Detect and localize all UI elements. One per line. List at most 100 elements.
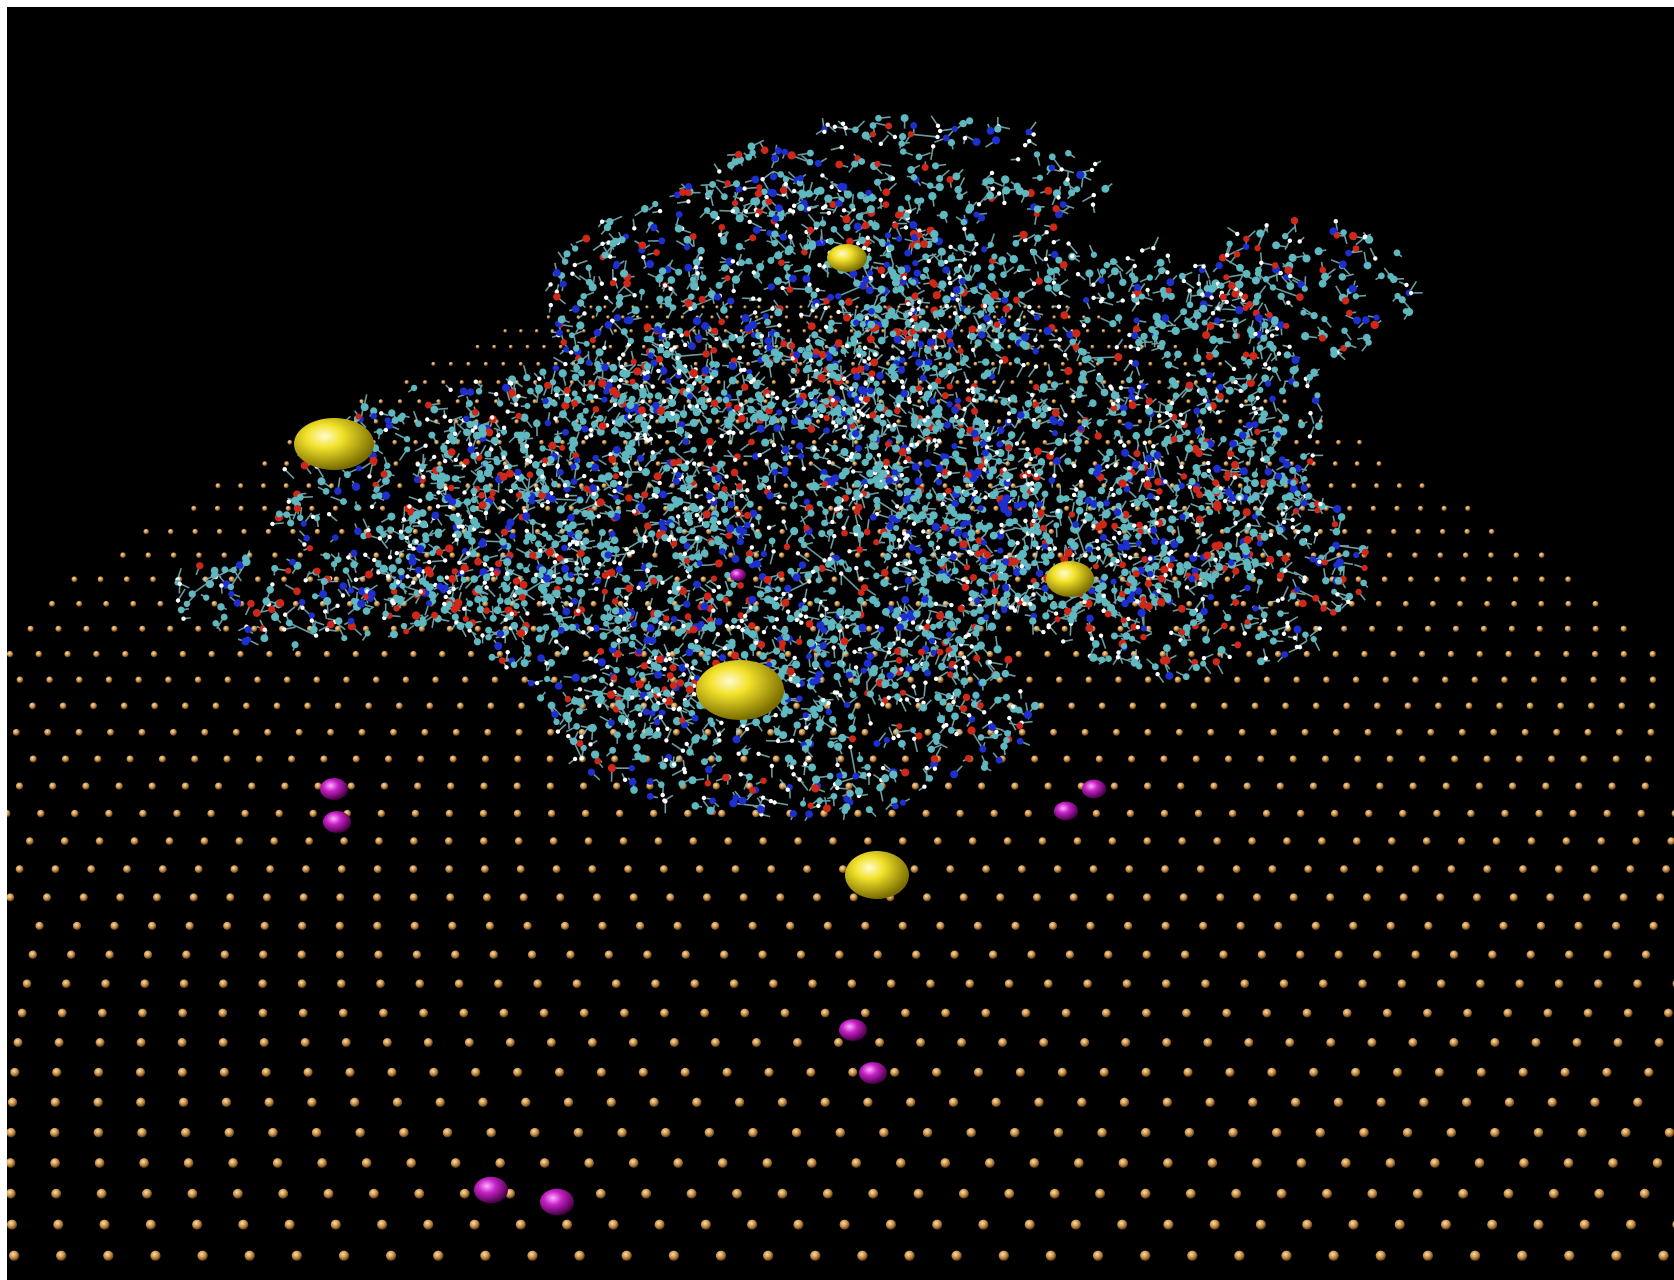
atom <box>1246 378 1255 388</box>
atom <box>766 401 776 410</box>
surface-atom <box>496 650 504 658</box>
atom <box>1025 447 1030 452</box>
atom <box>609 479 618 488</box>
atom <box>1263 362 1268 367</box>
atom <box>1002 558 1010 566</box>
atom <box>1074 445 1082 453</box>
atom <box>684 299 693 308</box>
surface-atom <box>1411 950 1420 959</box>
atom <box>1022 544 1029 551</box>
atom <box>696 560 703 567</box>
surface-atom <box>951 1250 962 1261</box>
atom <box>541 600 546 606</box>
surface-atom <box>259 950 268 959</box>
atom <box>910 414 919 423</box>
atom <box>717 232 723 238</box>
atom <box>984 445 990 450</box>
atom <box>548 282 553 287</box>
atom <box>1224 299 1230 305</box>
atom <box>1053 611 1059 616</box>
surface-atom <box>1237 483 1243 489</box>
atom <box>662 350 671 359</box>
atom <box>1243 485 1252 494</box>
atom <box>687 642 696 651</box>
atom <box>600 241 605 246</box>
atom <box>807 322 816 331</box>
surface-atom <box>1182 1008 1191 1018</box>
surface-atom <box>802 329 807 333</box>
surface-atom <box>636 921 645 930</box>
atom <box>646 392 654 399</box>
surface-atom <box>1262 809 1271 818</box>
surface-atom <box>521 676 528 684</box>
surface-atom <box>624 865 633 874</box>
surface-atom <box>606 315 610 319</box>
surface-atom <box>798 361 803 366</box>
atom <box>1201 319 1208 326</box>
atom <box>769 415 778 424</box>
atom <box>720 306 728 314</box>
atom <box>999 596 1008 604</box>
atom <box>731 430 736 436</box>
atom <box>887 366 895 375</box>
atom <box>958 263 963 268</box>
atom <box>1141 547 1146 553</box>
atom <box>741 314 750 323</box>
atom <box>780 285 785 291</box>
surface-atom <box>67 950 76 959</box>
atom <box>970 286 979 295</box>
atom <box>977 325 982 330</box>
surface-atom <box>28 950 37 959</box>
atom <box>807 509 815 517</box>
surface-atom <box>762 1158 773 1168</box>
surface-atom <box>1125 865 1134 874</box>
atom <box>1249 528 1258 537</box>
surface-atom <box>1330 809 1339 818</box>
atom <box>578 369 585 377</box>
atom <box>529 519 536 526</box>
surface-atom <box>1553 728 1561 736</box>
atom <box>1207 406 1212 411</box>
surface-atom <box>170 552 177 558</box>
surface-atom <box>568 505 575 512</box>
atom <box>689 369 698 378</box>
atom <box>1281 413 1290 422</box>
atom <box>856 546 864 554</box>
atom <box>878 626 885 633</box>
atom <box>657 208 663 214</box>
atom <box>983 314 991 323</box>
atom <box>938 248 946 256</box>
surface-atom <box>1447 650 1455 658</box>
surface-atom <box>1527 837 1536 845</box>
atom <box>545 499 551 505</box>
atom <box>853 372 861 381</box>
atom <box>1276 351 1282 356</box>
atom <box>814 303 820 308</box>
atom <box>771 469 779 476</box>
atom <box>927 540 935 548</box>
atom <box>893 553 898 558</box>
surface-atom <box>856 419 861 424</box>
surface-atom <box>1271 1127 1282 1138</box>
surface-atom <box>1375 1250 1386 1261</box>
atom <box>709 516 718 525</box>
surface-atom <box>660 1008 669 1018</box>
atom <box>949 553 957 561</box>
atom <box>1088 555 1096 563</box>
atom <box>535 387 542 394</box>
surface-atom <box>966 1127 976 1138</box>
surface-atom <box>672 728 680 736</box>
atom <box>643 323 652 332</box>
surface-atom <box>1542 782 1550 790</box>
atom <box>372 557 377 563</box>
atom <box>773 596 779 601</box>
surface-atom <box>1419 483 1425 489</box>
atom <box>972 591 979 598</box>
atom <box>821 519 828 527</box>
surface-atom <box>723 329 728 333</box>
surface-atom <box>495 1158 506 1168</box>
atom <box>929 623 937 631</box>
surface-atom <box>140 979 150 988</box>
surface-atom <box>818 329 822 333</box>
surface-atom <box>1656 893 1665 902</box>
